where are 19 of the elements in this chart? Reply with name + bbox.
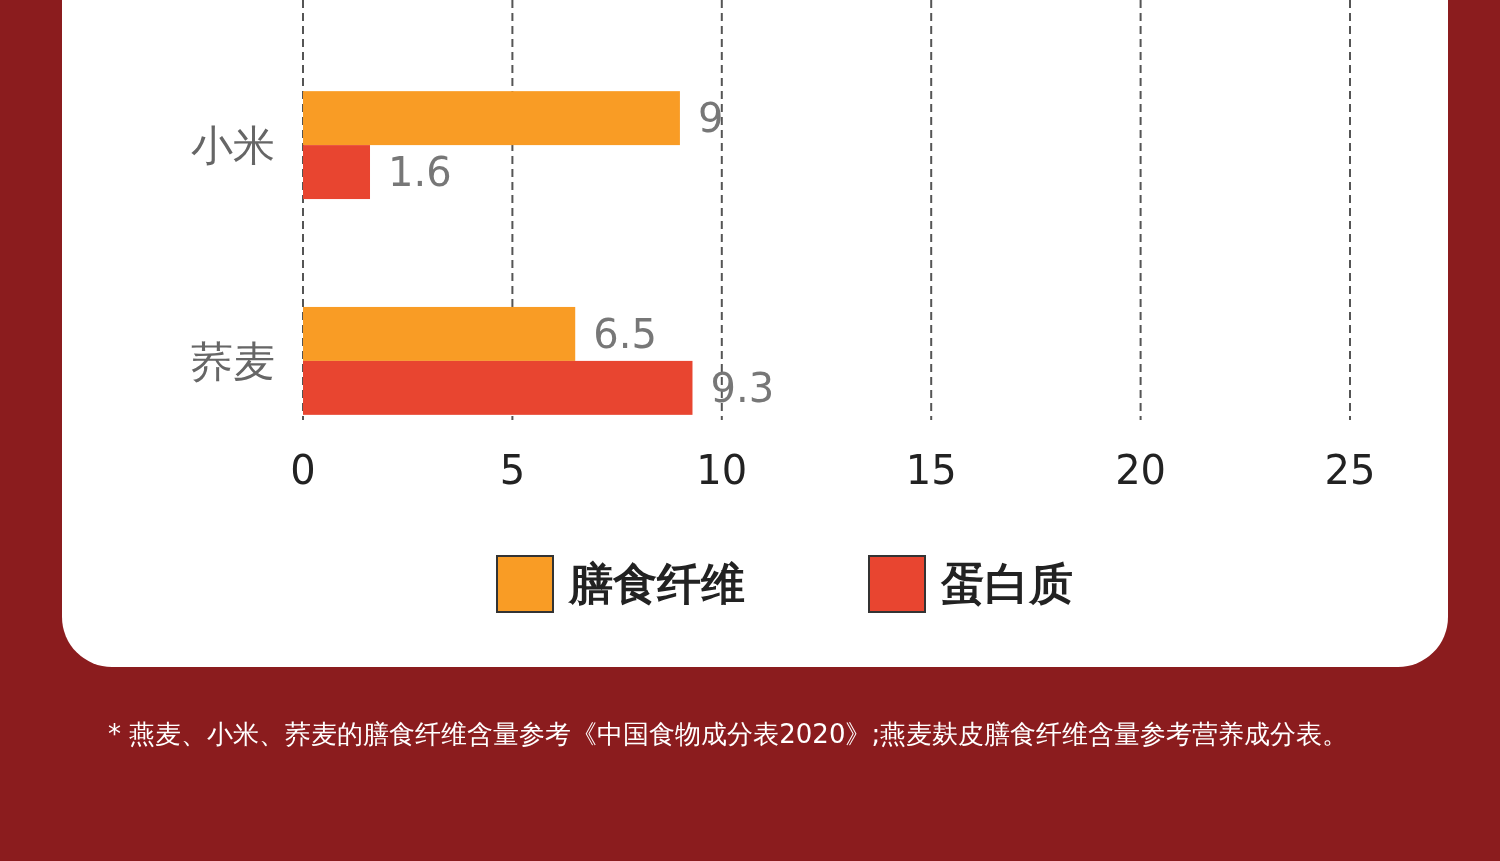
data-label: 6.5 — [593, 310, 657, 357]
y-tick-label: 荞麦 — [191, 336, 275, 386]
x-tick-label: 10 — [696, 447, 748, 493]
legend-label: 蛋白质 — [940, 558, 1073, 610]
y-tick-label: 小米 — [191, 120, 275, 170]
bar — [303, 145, 371, 200]
x-tick-label: 15 — [905, 447, 957, 493]
bar — [303, 306, 576, 361]
bar — [303, 91, 680, 146]
legend-label: 膳食纤维 — [567, 558, 745, 610]
x-tick-label: 20 — [1115, 447, 1167, 493]
text: * 燕麦、小米、荞麦的膳食纤维含量参考《中国食物成分表2020》;燕麦麸皮膳食纤维含量参考营养成分表。 — [108, 718, 1350, 751]
x-tick-label: 5 — [499, 447, 526, 493]
data-label: 9 — [697, 95, 724, 142]
data-label: 1.6 — [388, 149, 452, 196]
x-tick-label: 0 — [290, 447, 316, 493]
data-label: 9.3 — [710, 364, 775, 411]
bar — [303, 360, 693, 415]
x-tick-label: 25 — [1324, 447, 1376, 493]
